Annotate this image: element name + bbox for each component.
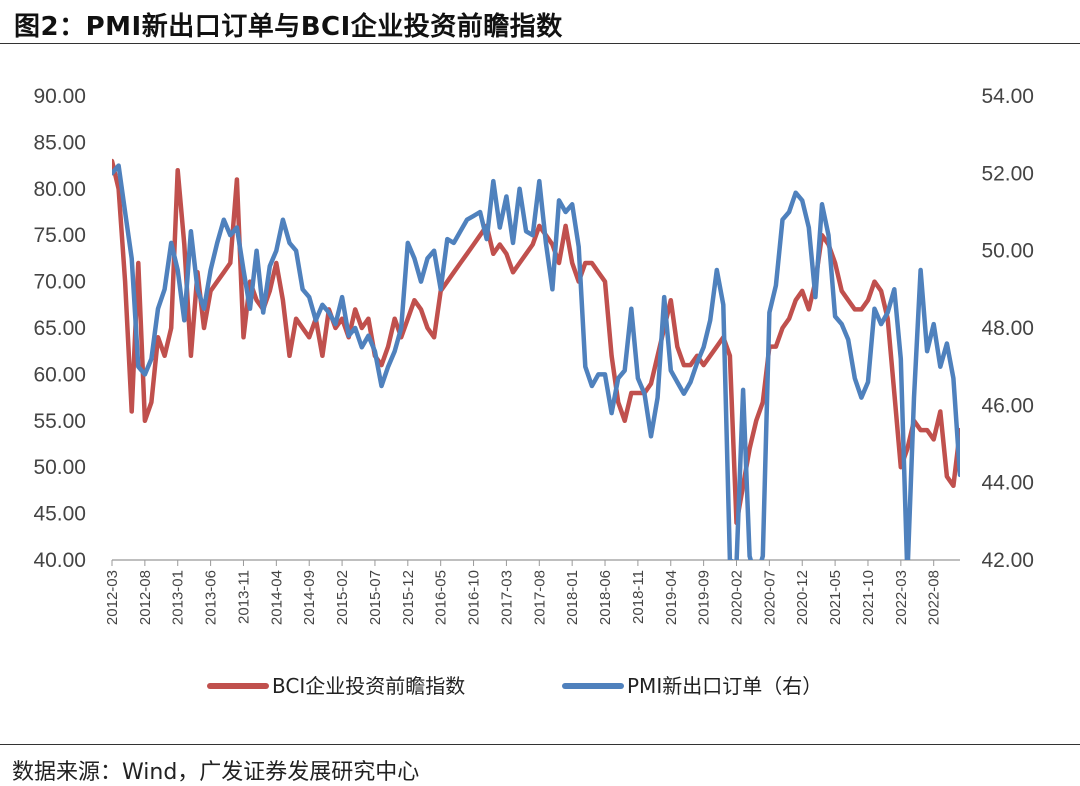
left-axis-tick-label: 40.00 [33, 549, 86, 572]
left-axis-tick-label: 90.00 [33, 85, 86, 108]
left-axis-tick-label: 70.00 [33, 271, 86, 294]
left-axis-tick-label: 45.00 [33, 503, 86, 526]
x-axis-tick-label: 2018-11 [630, 570, 647, 624]
source-note: 数据来源：Wind，广发证券发展研究中心 [12, 760, 420, 785]
left-axis-tick-label: 80.00 [33, 178, 86, 201]
x-axis-tick-label: 2015-12 [400, 570, 417, 625]
x-axis-tick-label: 2020-02 [728, 570, 745, 625]
x-axis-tick-label: 2018-01 [564, 570, 581, 625]
x-axis-tick-label: 2019-09 [696, 570, 713, 625]
right-axis-tick-label: 48.00 [981, 317, 1034, 340]
x-axis-tick-label: 2013-01 [170, 570, 187, 625]
right-axis-tick-label: 50.00 [981, 240, 1034, 263]
left-axis-tick-label: 60.00 [33, 363, 86, 386]
x-axis-tick-label: 2015-07 [367, 570, 384, 625]
series-line-pmi [112, 163, 960, 560]
title-divider [0, 43, 1080, 44]
x-axis-tick-label: 2017-08 [531, 570, 548, 625]
x-axis-tick-label: 2022-08 [926, 570, 943, 625]
left-axis-tick-label: 85.00 [33, 131, 86, 154]
x-axis-tick-label: 2018-06 [597, 570, 614, 625]
series-layer [112, 158, 960, 560]
left-axis-tick-label: 75.00 [33, 224, 86, 247]
left-axis-tick-label: 55.00 [33, 410, 86, 433]
right-axis-tick-label: 44.00 [981, 472, 1034, 495]
legend: BCI企业投资前瞻指数 PMI新出口订单（右） [207, 674, 822, 698]
x-axis-tick-label: 2020-07 [761, 570, 778, 625]
footer-divider [0, 744, 1080, 745]
left-axis-tick-label: 65.00 [33, 317, 86, 340]
x-axis-tick-label: 2016-05 [433, 570, 450, 625]
x-axis-tick-label: 2013-11 [235, 570, 252, 624]
right-axis-tick-label: 52.00 [981, 162, 1034, 185]
x-axis-tick-label: 2021-10 [860, 570, 877, 625]
x-axis-tick-label: 2020-12 [794, 570, 811, 625]
right-axis-tick-label: 46.00 [981, 394, 1034, 417]
x-axis-tick-label: 2017-03 [498, 570, 515, 625]
chart-title: 图2：PMI新出口订单与BCI企业投资前瞻指数 [14, 12, 563, 42]
x-axis-tick-label: 2014-04 [268, 570, 285, 625]
right-axis-tick-label: 42.00 [981, 549, 1034, 572]
x-axis-tick-label: 2016-10 [466, 570, 483, 625]
x-axis-tick-label: 2021-05 [827, 570, 844, 625]
x-axis-tick-label: 2013-06 [203, 570, 220, 625]
x-axis-tick-label: 2012-08 [137, 570, 154, 625]
x-axis-tick-label: 2015-02 [334, 570, 351, 625]
legend-label-bci: BCI企业投资前瞻指数 [272, 674, 465, 698]
line-chart: 40.00 45.00 50.00 55.00 60.00 65.00 70.00 75.00… [33, 85, 1034, 698]
x-axis-tick-label: 2014-09 [301, 570, 318, 625]
x-axis-tick-label: 2012-03 [104, 570, 121, 625]
right-axis-tick-label: 54.00 [981, 85, 1034, 108]
x-axis-tick-label: 2022-03 [893, 570, 910, 625]
left-axis-tick-label: 50.00 [33, 456, 86, 479]
axes: 40.00 45.00 50.00 55.00 60.00 65.00 70.00 75.00… [33, 85, 1034, 625]
legend-label-pmi: PMI新出口订单（右） [627, 674, 822, 698]
x-axis-tick-label: 2019-04 [663, 570, 680, 625]
